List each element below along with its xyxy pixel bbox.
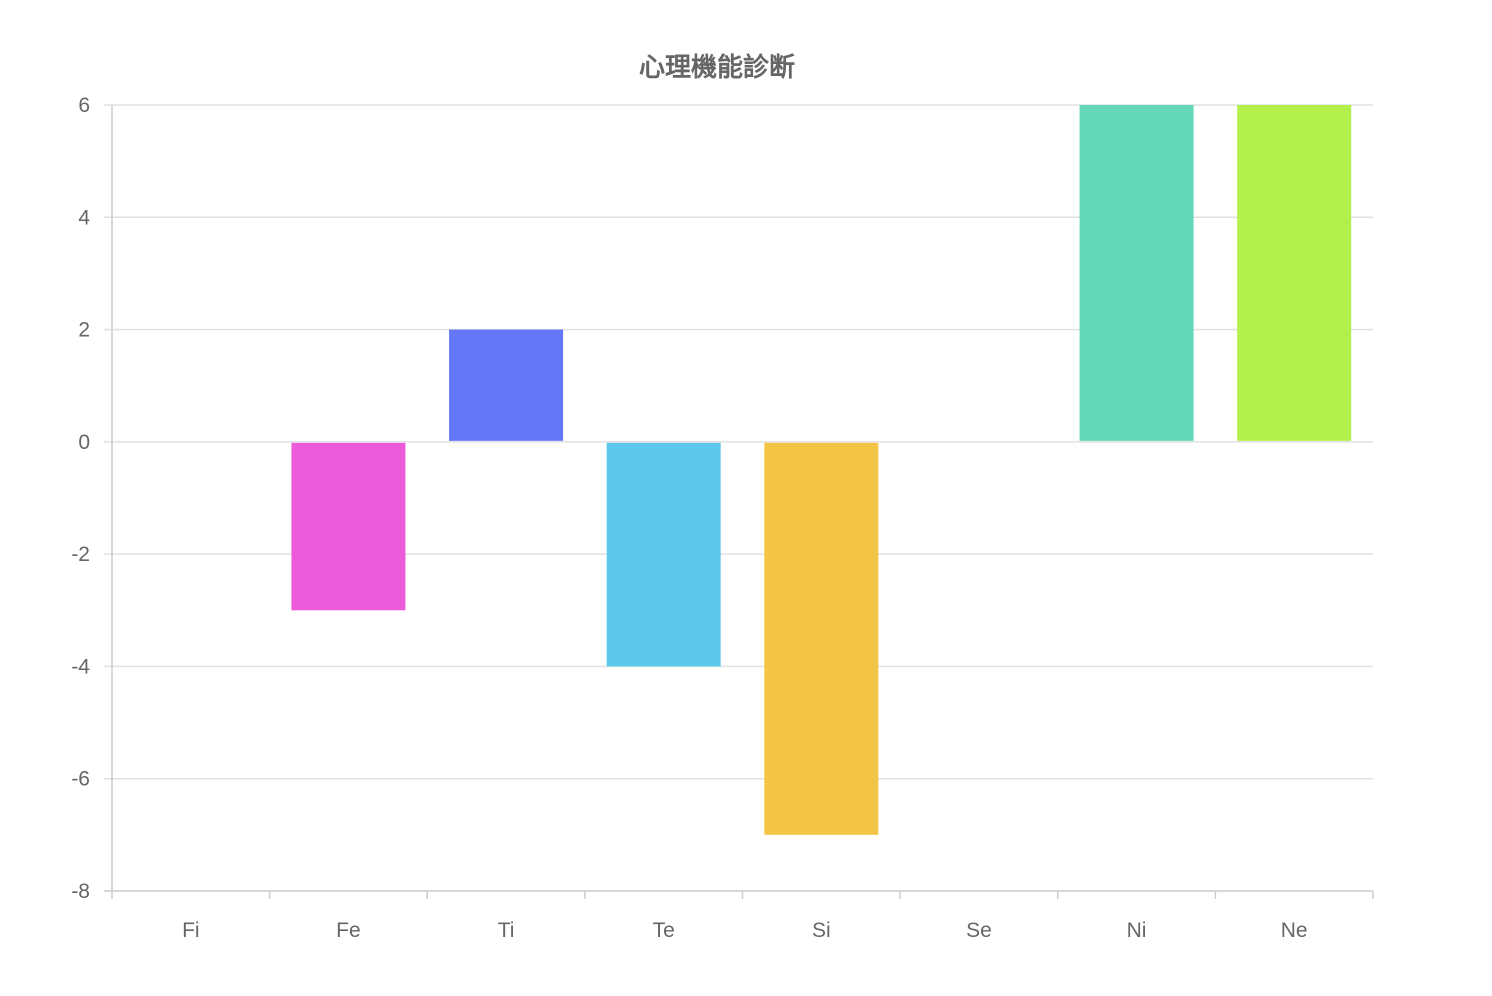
y-tick-label: 2 bbox=[78, 319, 90, 342]
bar-Ne[interactable] bbox=[1237, 105, 1352, 441]
bar-Ti[interactable] bbox=[449, 329, 564, 441]
x-tick-label: Ni bbox=[1127, 919, 1147, 942]
bar-Si[interactable] bbox=[764, 442, 879, 835]
y-tick-label: -6 bbox=[71, 768, 90, 791]
x-tick-label: Fe bbox=[336, 919, 361, 942]
y-tick-label: 6 bbox=[78, 94, 90, 117]
y-tick-label: -8 bbox=[71, 880, 90, 903]
bar-Te[interactable] bbox=[606, 442, 721, 667]
y-tick-label: 0 bbox=[78, 431, 90, 454]
x-tick-label: Fi bbox=[182, 919, 200, 942]
x-tick-label: Ti bbox=[498, 919, 515, 942]
y-tick-label: 4 bbox=[78, 206, 90, 229]
x-tick-label: Se bbox=[966, 919, 992, 942]
y-tick-label: -4 bbox=[71, 655, 90, 678]
bar-Ni[interactable] bbox=[1079, 105, 1194, 441]
y-tick-label: -2 bbox=[71, 543, 90, 566]
x-tick-label: Si bbox=[812, 919, 831, 942]
chart-title: 心理機能診断 bbox=[639, 52, 795, 83]
x-tick-label: Te bbox=[653, 919, 675, 942]
bar-Fe[interactable] bbox=[291, 442, 406, 611]
x-tick-label: Ne bbox=[1281, 919, 1308, 942]
